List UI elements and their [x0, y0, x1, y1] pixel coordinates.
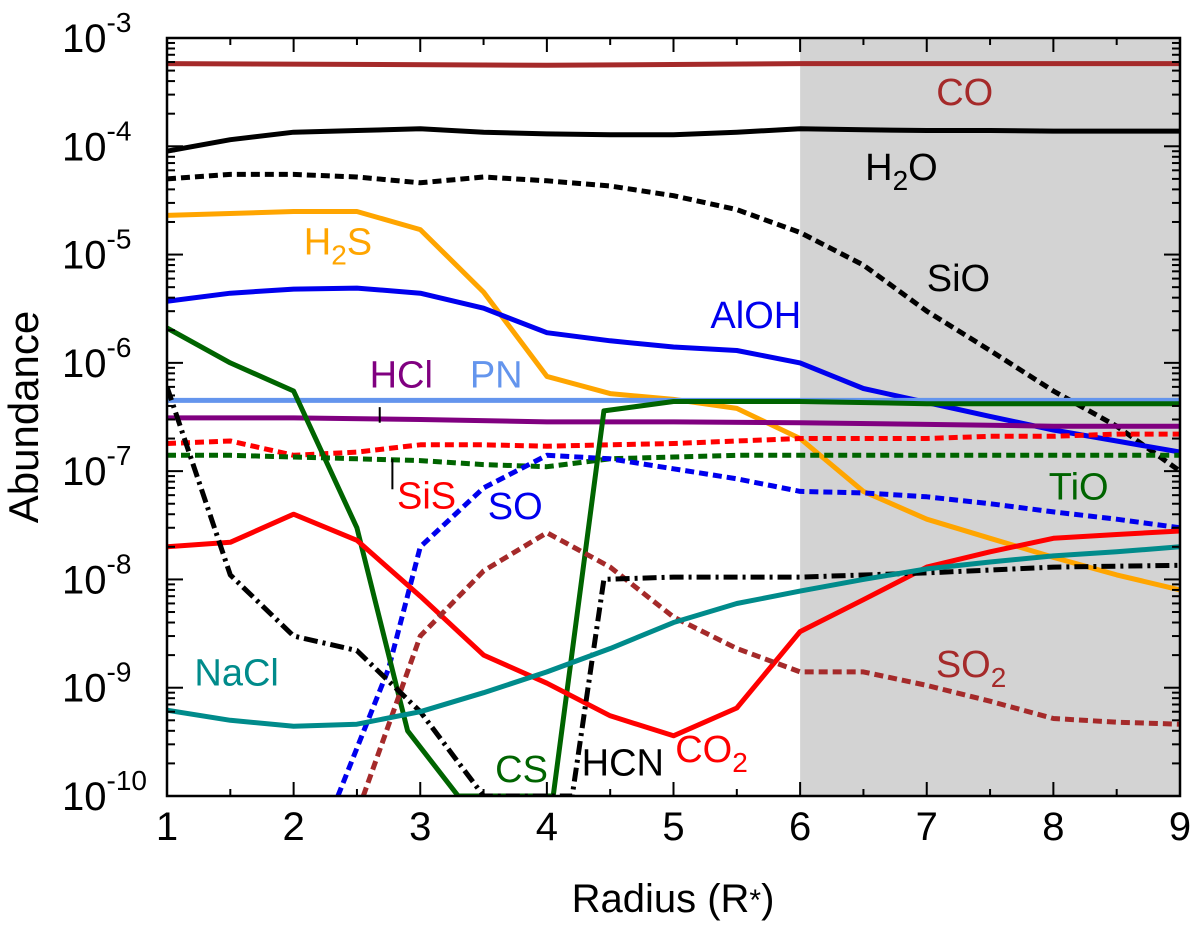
label-co: CO [936, 72, 993, 114]
series-line-h2o [167, 126, 1180, 154]
label-hcn: HCN [582, 742, 664, 784]
y-tick-label: 10-5 [62, 224, 131, 278]
series-line-cs [167, 325, 1180, 796]
y-tick-label: 10-10 [62, 765, 147, 819]
x-tick-label: 5 [662, 805, 684, 849]
series-line-hcl [167, 415, 1180, 429]
tick-label-layer: 1 2 3 4 5 6 7 8 9 10-10 10-9 10-8 10-7 10-6 10-5 10-4 10… [62, 7, 1191, 849]
y-tick-label: 10-8 [62, 548, 131, 602]
y-tick-label: 10-7 [62, 440, 131, 494]
series-line-tio [167, 452, 1180, 470]
label-so2: SO2 [936, 644, 1006, 693]
label-so: SO [488, 486, 543, 528]
series-line-so2 [360, 530, 1180, 796]
y-axis-title: Abundance [0, 311, 47, 524]
y-tick-label: 10-9 [62, 657, 131, 711]
x-tick-label: 2 [283, 805, 305, 849]
x-axis-title: Radius (R*) [572, 877, 775, 921]
label-h2o: H2O [865, 147, 938, 196]
label-sis: SiS [397, 476, 456, 518]
tick-layer [166, 38, 1181, 797]
label-co2: CO2 [675, 729, 748, 778]
label-pn: PN [470, 355, 523, 397]
x-tick-label: 7 [916, 805, 938, 849]
leader-layer [378, 407, 394, 490]
series-line-aloh [167, 285, 1180, 455]
x-tick-label: 4 [536, 805, 558, 849]
label-cs: CS [495, 749, 548, 791]
x-tick-label: 8 [1042, 805, 1064, 849]
label-aloh: AlOH [710, 295, 801, 337]
series-line-co2 [167, 511, 1180, 739]
label-h2s: H2S [304, 222, 372, 271]
label-tio: TiO [1049, 466, 1109, 508]
x-tick-label: 1 [156, 805, 178, 849]
x-tick-label: 6 [789, 805, 811, 849]
x-tick-label: 3 [409, 805, 431, 849]
label-layer: CO H2O H2S SiO AlOH HCl PN TiO SiS SO NaCl SO2 CO2 CS… [194, 72, 1108, 791]
series-layer [167, 61, 1180, 796]
series-line-sis [167, 431, 1180, 458]
series-line-nacl [167, 544, 1180, 729]
y-tick-label: 10-6 [62, 332, 131, 386]
series-line-co [167, 61, 1180, 68]
label-hcl: HCl [370, 355, 433, 397]
x-tick-label: 9 [1169, 805, 1191, 849]
label-sio: SiO [927, 258, 990, 300]
y-tick-label: 10-4 [62, 115, 131, 169]
y-tick-label: 10-3 [62, 7, 131, 61]
series-line-sio [167, 171, 1180, 474]
label-nacl: NaCl [194, 652, 278, 694]
